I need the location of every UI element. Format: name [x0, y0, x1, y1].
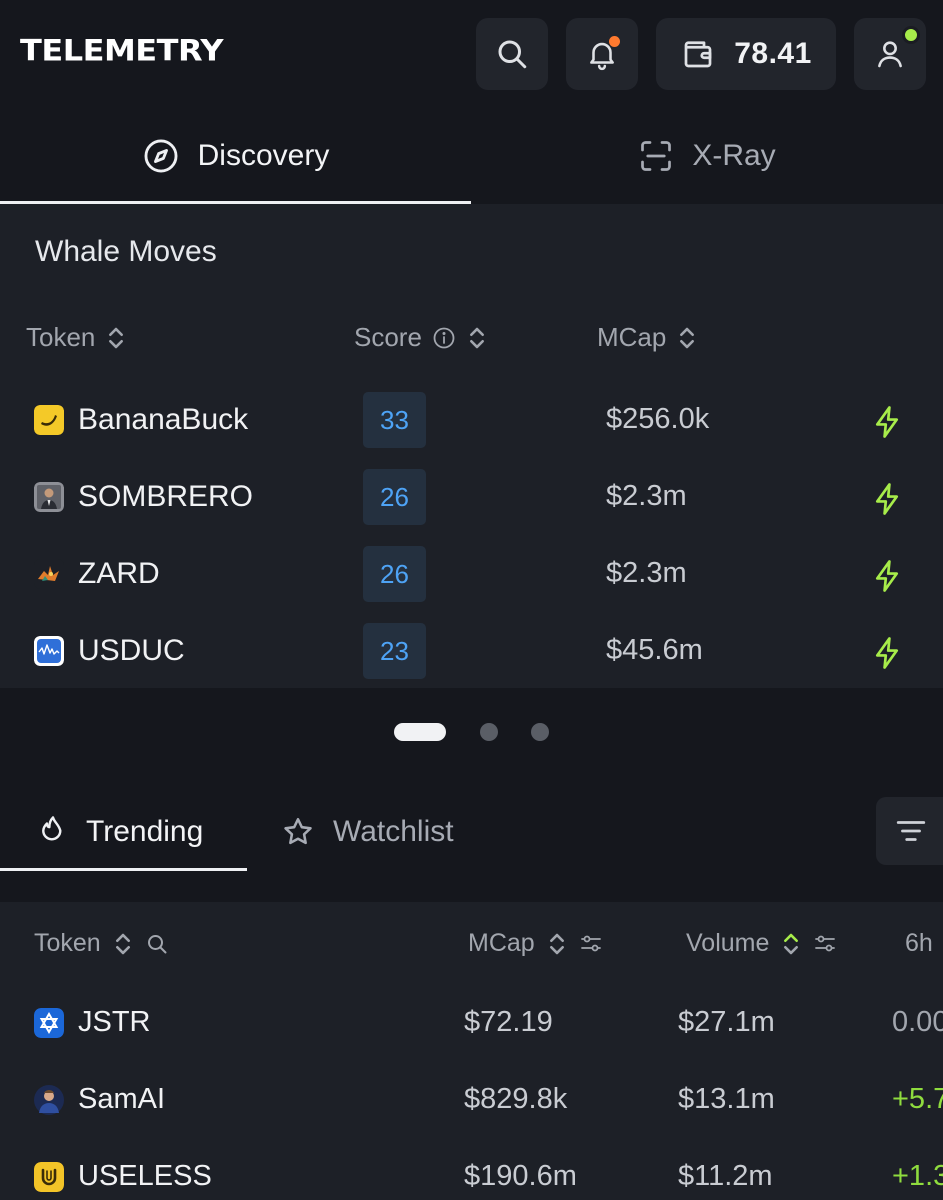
search-button[interactable]	[476, 18, 548, 90]
token-name: USDUC	[78, 634, 185, 667]
change-value: +5.7	[892, 1083, 943, 1115]
whale-row[interactable]: BananaBuck 33 $256.0k	[0, 382, 943, 459]
column-header-score[interactable]: Score	[354, 322, 488, 353]
column-header-change[interactable]: 6h	[905, 929, 933, 957]
whale-row[interactable]: USDUC 23 $45.6m	[0, 613, 943, 690]
column-header-mcap[interactable]: MCap	[468, 929, 603, 958]
tab-label: Watchlist	[333, 815, 454, 848]
token-name: SamAI	[78, 1083, 166, 1115]
tab-discovery[interactable]: Discovery	[0, 108, 471, 204]
pager-indicator[interactable]	[531, 723, 549, 741]
token-name: SOMBRERO	[78, 480, 254, 513]
sort-icon	[549, 933, 564, 954]
section-title: Whale Moves	[35, 235, 217, 268]
usduc-token-icon	[34, 636, 64, 666]
tab-label: X-Ray	[692, 139, 776, 172]
score-badge: 33	[363, 392, 426, 448]
sort-icon	[109, 327, 124, 348]
mcap-value: $256.0k	[606, 403, 710, 435]
profile-button[interactable]	[854, 18, 926, 90]
active-tab-indicator	[0, 201, 471, 204]
mcap-value: $72.19	[464, 1006, 553, 1038]
online-status-dot	[902, 26, 920, 44]
tab-label: Trending	[86, 815, 204, 848]
quick-buy-bolt-icon[interactable]	[872, 405, 902, 439]
mcap-value: $2.3m	[606, 480, 687, 512]
notification-dot	[609, 36, 620, 47]
column-header-token[interactable]: Token	[26, 322, 127, 353]
mcap-value: $45.6m	[606, 634, 703, 666]
column-header-mcap[interactable]: MCap	[597, 322, 698, 353]
wallet-button[interactable]: 78.41	[656, 18, 836, 90]
volume-value: $13.1m	[678, 1083, 775, 1115]
bananabuck-token-icon	[34, 405, 64, 435]
app-logo[interactable]: TELEMETRY	[20, 33, 224, 68]
sort-icon	[680, 327, 695, 348]
tab-label: Discovery	[197, 139, 330, 172]
pager-indicator-active[interactable]	[394, 723, 446, 741]
quick-buy-bolt-icon[interactable]	[872, 559, 902, 593]
tab-trending[interactable]: Trending	[38, 800, 203, 864]
pager-indicator[interactable]	[480, 723, 498, 741]
search-icon	[498, 40, 527, 69]
whale-moves-card[interactable]: Whale Moves Token Score MCap BananaBuck …	[0, 204, 943, 688]
wallet-balance: 78.41	[734, 37, 812, 70]
volume-value: $11.2m	[678, 1160, 773, 1192]
quick-buy-bolt-icon[interactable]	[872, 482, 902, 516]
samai-token-icon	[34, 1085, 64, 1115]
whale-row[interactable]: SOMBRERO 26 $2.3m	[0, 459, 943, 536]
info-icon[interactable]	[432, 326, 456, 350]
user-icon	[878, 41, 902, 68]
change-value: 0.00	[892, 1006, 943, 1038]
mcap-value: $190.6m	[464, 1160, 577, 1192]
jstr-token-icon	[34, 1008, 64, 1038]
flame-icon	[38, 815, 68, 849]
column-header-token[interactable]: Token	[34, 929, 169, 958]
score-badge: 26	[363, 546, 426, 602]
table-row[interactable]: JSTR $72.19 $27.1m 0.00	[0, 985, 943, 1062]
sombrero-token-icon	[34, 482, 64, 512]
compass-icon	[142, 137, 180, 175]
filter-button[interactable]	[876, 797, 943, 865]
bell-icon	[590, 42, 614, 71]
mcap-value: $2.3m	[606, 557, 687, 589]
score-badge: 23	[363, 623, 426, 679]
token-name: ZARD	[78, 557, 160, 590]
filter-lines-icon	[896, 821, 926, 841]
star-icon	[281, 815, 315, 849]
table-row[interactable]: SamAI $829.8k $13.1m +5.7	[0, 1062, 943, 1139]
sliders-icon[interactable]	[813, 933, 837, 955]
search-icon[interactable]	[145, 932, 169, 956]
tab-watchlist[interactable]: Watchlist	[281, 800, 454, 864]
sliders-icon[interactable]	[579, 933, 603, 955]
token-name: JSTR	[78, 1006, 151, 1038]
trending-table: Token MCap Volume 6h	[0, 902, 943, 1200]
sort-active-icon	[784, 933, 799, 954]
sort-icon	[115, 933, 130, 954]
whale-row[interactable]: ZARD 26 $2.3m	[0, 536, 943, 613]
column-header-volume[interactable]: Volume	[686, 929, 837, 958]
useless-token-icon	[34, 1162, 64, 1192]
change-value: +1.3	[892, 1160, 943, 1192]
mcap-value: $829.8k	[464, 1083, 568, 1115]
token-name: USELESS	[78, 1160, 212, 1192]
scan-icon	[638, 138, 674, 174]
wallet-icon	[684, 41, 712, 68]
sort-icon	[469, 327, 484, 348]
score-badge: 26	[363, 469, 426, 525]
active-tab-indicator	[0, 868, 247, 871]
quick-buy-bolt-icon[interactable]	[872, 636, 902, 670]
table-row[interactable]: USELESS $190.6m $11.2m +1.3	[0, 1139, 943, 1200]
app-header: TELEMETRY 78.41	[0, 0, 943, 108]
main-tabs: Discovery X-Ray	[0, 108, 943, 204]
volume-value: $27.1m	[678, 1006, 775, 1038]
notifications-button[interactable]	[566, 18, 638, 90]
tab-x-ray[interactable]: X-Ray	[471, 108, 943, 204]
zard-token-icon	[34, 559, 64, 589]
token-name: BananaBuck	[78, 403, 249, 436]
